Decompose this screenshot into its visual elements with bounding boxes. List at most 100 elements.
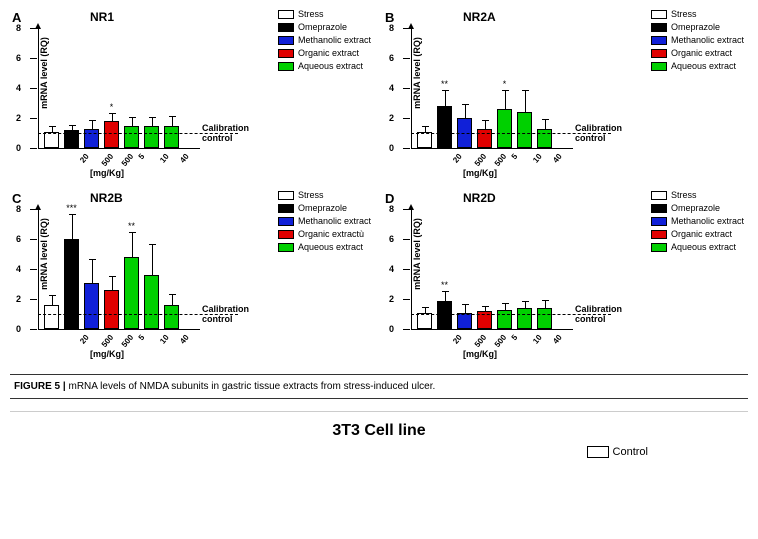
y-tick-label: 0: [16, 143, 21, 153]
legend-label: Methanolic extract: [671, 34, 744, 47]
y-tick-label: 0: [389, 324, 394, 334]
y-tick: [403, 88, 410, 89]
bar: [44, 305, 59, 329]
y-tick: [403, 28, 410, 29]
bar: [497, 109, 512, 148]
y-tick-label: 8: [16, 204, 21, 214]
panel-d: DNR2DStressOmeprazoleMethanolic extractO…: [383, 189, 748, 364]
bar: [64, 239, 79, 329]
error-bar: [92, 121, 93, 129]
error-bar: [152, 245, 153, 275]
error-cap: [109, 113, 116, 114]
x-tick-label: 500: [120, 333, 135, 349]
y-tick: [30, 209, 37, 210]
x-tick-label: 40: [178, 333, 191, 346]
legend-label: Omeprazole: [671, 202, 720, 215]
x-tick-label: 10: [531, 152, 544, 165]
x-tick-label: 40: [551, 152, 564, 165]
y-tick-label: 2: [16, 113, 21, 123]
error-bar: [52, 296, 53, 305]
bar: [144, 275, 159, 329]
caption-text: mRNA levels of NMDA subunits in gastric …: [68, 381, 435, 392]
legend-label: Organic extract: [671, 228, 732, 241]
legend-swatch: [651, 36, 667, 45]
legend-item: Omeprazole: [651, 21, 744, 34]
panel-title: NR1: [90, 10, 114, 24]
y-tick-label: 6: [16, 53, 21, 63]
bar: [84, 283, 99, 330]
legend-label: Control: [613, 446, 648, 458]
significance-marker: **: [441, 79, 448, 89]
error-bar: [132, 118, 133, 126]
x-tick-label: 500: [100, 333, 115, 349]
error-bar: [485, 307, 486, 312]
legend-item: Methanolic extract: [651, 34, 744, 47]
error-cap: [109, 276, 116, 277]
error-bar: [52, 127, 53, 132]
bar: [164, 126, 179, 149]
bar: [104, 290, 119, 329]
legend-label: Organic extract: [298, 47, 359, 60]
bar: [437, 106, 452, 148]
legend-item: Methanolic extract: [278, 34, 371, 47]
figure-5: ANR1StressOmeprazoleMethanolic extractOr…: [0, 0, 758, 458]
legend-item: Aqueous extract: [651, 241, 744, 254]
error-bar: [465, 105, 466, 119]
error-bar: [525, 91, 526, 112]
legend-swatch: [278, 10, 294, 19]
panel-a: ANR1StressOmeprazoleMethanolic extractOr…: [10, 8, 375, 183]
error-cap: [169, 116, 176, 117]
x-tick-label: 20: [451, 152, 464, 165]
calibration-label: Calibrationcontrol: [575, 123, 622, 143]
panel-title: NR2D: [463, 191, 496, 205]
x-tick-label: 20: [451, 333, 464, 346]
y-tick: [403, 118, 410, 119]
legend-swatch: [651, 23, 667, 32]
legend-swatch: [278, 36, 294, 45]
x-tick-label: 40: [178, 152, 191, 165]
y-tick: [403, 239, 410, 240]
error-cap: [482, 120, 489, 121]
legend-item: Organic extract: [651, 228, 744, 241]
legend-label: Methanolic extract: [298, 215, 371, 228]
y-tick: [30, 239, 37, 240]
error-cap: [89, 259, 96, 260]
bars-group: *****: [40, 209, 195, 329]
error-bar: [445, 292, 446, 301]
error-cap: [129, 232, 136, 233]
legend-swatch: [278, 230, 294, 239]
legend-swatch: [278, 204, 294, 213]
error-bar: [485, 121, 486, 129]
error-cap: [442, 90, 449, 91]
y-tick: [30, 88, 37, 89]
caption-label: FIGURE 5 |: [14, 381, 68, 392]
legend-label: Aqueous extract: [298, 241, 363, 254]
x-tick-label: 5: [137, 333, 147, 342]
legend-label: Organic extractù: [298, 228, 364, 241]
legend-item: Aqueous extract: [278, 60, 371, 73]
x-axis-label: [mg/Kg]: [463, 168, 497, 178]
x-tick-label: 10: [158, 152, 171, 165]
x-tick-label: 500: [493, 152, 508, 168]
x-tick-label: 5: [510, 152, 520, 161]
error-bar: [505, 304, 506, 310]
bar: [537, 129, 552, 149]
legend-label: Aqueous extract: [671, 60, 736, 73]
error-cap: [49, 126, 56, 127]
error-cap: [462, 104, 469, 105]
bar: [124, 126, 139, 149]
error-bar: [152, 118, 153, 126]
x-axis: [38, 329, 200, 330]
x-tick-label: 500: [120, 152, 135, 168]
x-axis: [411, 148, 573, 149]
x-axis-label: [mg/Kg]: [90, 349, 124, 359]
legend-swatch: [278, 62, 294, 71]
significance-marker: **: [441, 280, 448, 290]
panel-c: CNR2BStressOmeprazoleMethanolic extractO…: [10, 189, 375, 364]
error-bar: [525, 302, 526, 308]
x-tick-label: 500: [493, 333, 508, 349]
error-cap: [502, 90, 509, 91]
error-cap: [422, 126, 429, 127]
y-tick: [30, 269, 37, 270]
legend-item: Stress: [651, 189, 744, 202]
